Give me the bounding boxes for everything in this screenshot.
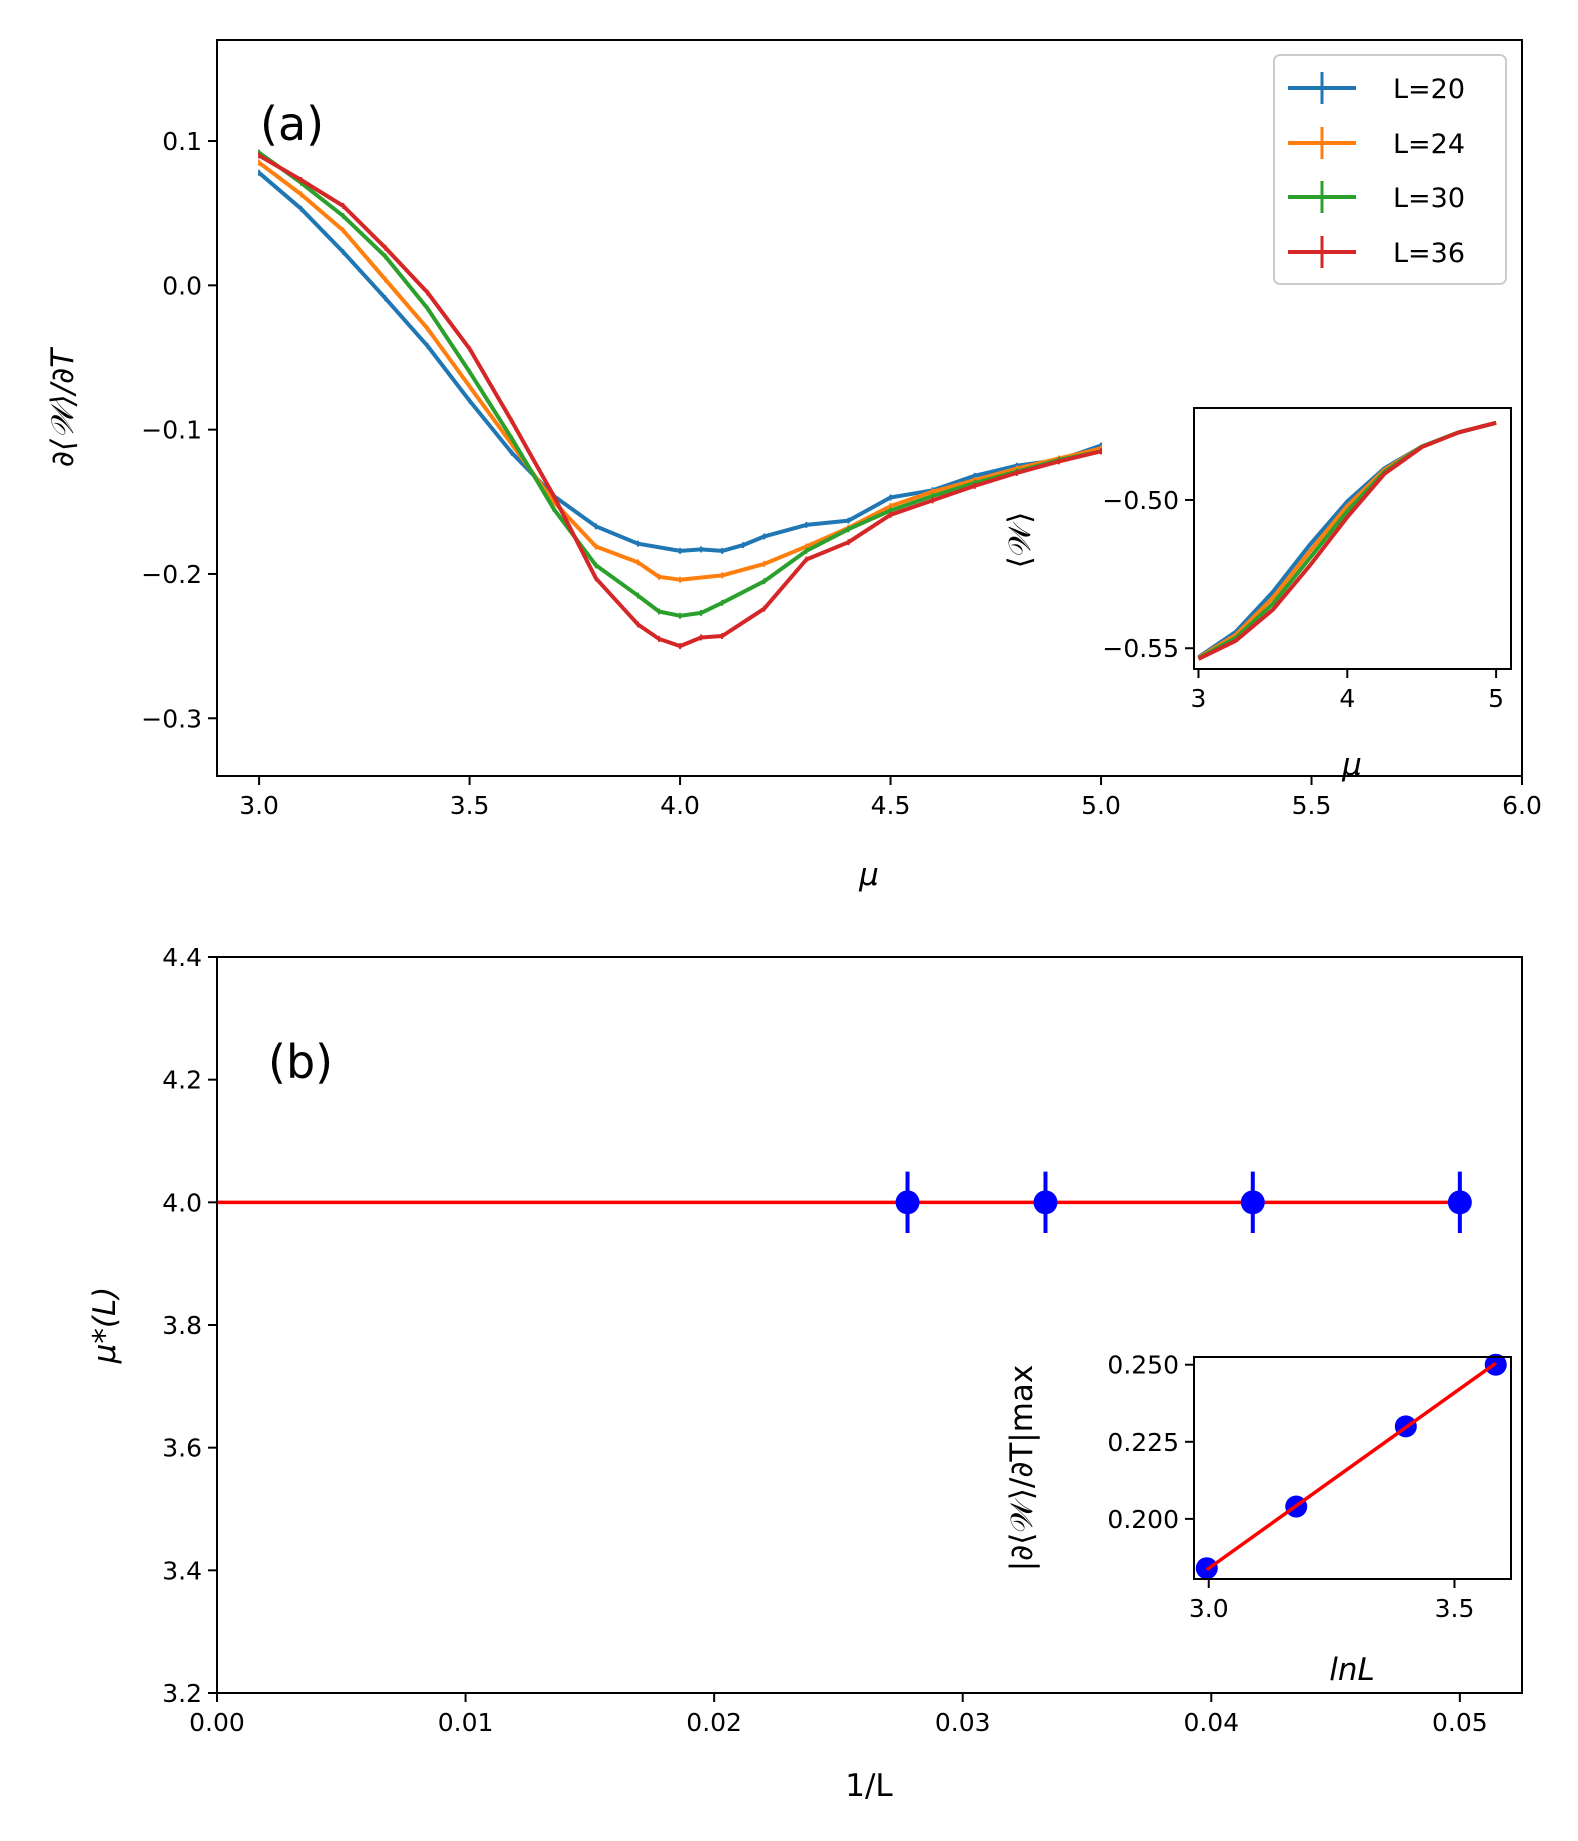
panel-b-series (217, 1171, 1472, 1233)
inset-b-x-ticks: 3.0 3.5 (1189, 1579, 1475, 1623)
panel-a-inset: 3 4 5 −0.50 −0.55 μ ⟨𝒲⟩ (1002, 395, 1520, 783)
legend-box (1273, 54, 1507, 285)
data-point-1 (1033, 1190, 1058, 1215)
legend-label-l24: L=24 (1393, 129, 1465, 160)
panel-b-x-tick-label-4: 0.04 (1183, 1708, 1239, 1737)
panel-b: 0.00 0.01 0.02 0.03 0.04 0.05 4.4 4.2 4.0 3.8 3.6… (87, 943, 1523, 1804)
panel-b-y-tick-label-6: 3.2 (162, 1679, 202, 1708)
inset-b-frame (1193, 1356, 1512, 1580)
panel-a-x-tick-label-1: 3.5 (450, 791, 490, 820)
inset-a-x-axis-label: μ (1341, 747, 1362, 783)
panel-a-x-tick-label-5: 5.5 (1292, 791, 1332, 820)
series-line-l20 (257, 171, 1102, 553)
panel-a-x-tick-label-0: 3.0 (239, 791, 279, 820)
panel-b-y-tick-label-2: 4.0 (162, 1188, 202, 1217)
inset-fit-line (1205, 1361, 1497, 1572)
inset-b-y-tick-label-1: 0.225 (1107, 1428, 1179, 1457)
inset-a-x-ticks: 3 4 5 (1191, 669, 1504, 713)
inset-a-x-tick-label-1: 4 (1339, 684, 1355, 713)
panel-a-label: (a) (260, 97, 324, 151)
data-point-2 (1240, 1190, 1265, 1215)
panel-b-x-tick-label-0: 0.00 (189, 1708, 245, 1737)
inset-b-y-tick-label-2: 0.200 (1107, 1505, 1179, 1534)
panel-b-x-tick-label-5: 0.05 (1432, 1708, 1488, 1737)
panel-a-y-ticks: 0.1 0.0 −0.1 −0.2 −0.3 (141, 127, 217, 733)
inset-b-x-tick-label-0: 3.0 (1189, 1594, 1229, 1623)
panel-b-label: (b) (268, 1035, 333, 1089)
legend-entry-l24: L=24 (1288, 127, 1465, 160)
panel-a-frame (216, 39, 1523, 777)
panel-a-y-tick-label-3: −0.2 (141, 560, 202, 589)
legend-entry-l36: L=36 (1288, 236, 1465, 269)
panel-a-y-tick-label-4: −0.3 (141, 704, 202, 733)
panel-b-y-tick-label-3: 3.8 (162, 1311, 202, 1340)
inset-series-line-l36 (1197, 420, 1497, 661)
panel-b-x-ticks: 0.00 0.01 0.02 0.03 0.04 0.05 (189, 1693, 1488, 1737)
panel-a-y-axis-label: ∂⟨𝒲⟩/∂T (45, 347, 81, 467)
inset-b-background (1000, 1330, 1520, 1690)
series-line-l24 (257, 161, 1102, 582)
data-point-3 (1447, 1190, 1472, 1215)
panel-b-x-tick-label-3: 0.03 (935, 1708, 991, 1737)
panel-b-y-tick-label-0: 4.4 (162, 943, 202, 972)
panel-a-x-tick-label-3: 4.5 (871, 791, 911, 820)
panel-a: 3.0 3.5 4.0 4.5 5.0 5.5 6.0 0.1 0.0 −0.1 −0.2 −0.3… (45, 39, 1542, 893)
inset-b-y-axis-label: |∂⟨𝒲⟩/∂T|max (1004, 1365, 1040, 1572)
inset-a-x-tick-label-0: 3 (1191, 684, 1207, 713)
inset-a-y-tick-label-1: −0.55 (1102, 634, 1179, 663)
legend-label-l20: L=20 (1393, 74, 1465, 105)
panel-b-y-tick-label-1: 4.2 (162, 1066, 202, 1095)
panel-b-x-tick-label-2: 0.02 (686, 1708, 742, 1737)
panel-a-x-axis-label: μ (858, 857, 879, 893)
inset-b-series (1195, 1353, 1507, 1580)
panel-a-y-tick-label-1: 0.0 (162, 271, 202, 300)
panel-b-y-tick-label-4: 3.6 (162, 1434, 202, 1463)
panel-a-x-tick-label-4: 5.0 (1081, 791, 1121, 820)
panel-b-inset: 3.0 3.5 0.250 0.225 0.200 lnL |∂⟨𝒲⟩/∂T|max (1000, 1330, 1520, 1690)
legend-entry-l30: L=30 (1288, 181, 1465, 214)
inset-a-frame (1193, 407, 1512, 670)
inset-a-y-ticks: −0.50 −0.55 (1102, 486, 1194, 663)
inset-a-y-axis-label: ⟨𝒲⟩ (1002, 512, 1038, 569)
legend-label-l36: L=36 (1393, 238, 1465, 269)
panel-b-y-ticks: 4.4 4.2 4.0 3.8 3.6 3.4 3.2 (162, 943, 217, 1708)
inset-a-series (1197, 420, 1497, 661)
inset-b-x-axis-label: lnL (1329, 1652, 1375, 1688)
panel-a-y-tick-label-0: 0.1 (162, 127, 202, 156)
data-point-0 (895, 1190, 920, 1215)
inset-b-x-tick-label-1: 3.5 (1435, 1594, 1475, 1623)
panel-b-y-tick-label-5: 3.4 (162, 1556, 202, 1585)
inset-a-background (1110, 395, 1520, 775)
panel-b-x-axis-label: 1/L (845, 1768, 893, 1804)
panel-a-x-tick-label-6: 6.0 (1502, 791, 1542, 820)
series-line-l30 (257, 150, 1102, 618)
inset-b-y-tick-label-0: 0.250 (1107, 1351, 1179, 1380)
inset-a-y-tick-label-0: −0.50 (1102, 486, 1179, 515)
series-line-l36 (258, 153, 1102, 649)
legend-label-l30: L=30 (1393, 183, 1465, 214)
legend-entry-l20: L=20 (1288, 72, 1465, 105)
panel-a-y-tick-label-2: −0.1 (141, 416, 202, 445)
inset-a-x-tick-label-2: 5 (1488, 684, 1504, 713)
panel-a-legend: L=20 L=24 L=30 L=36 (1273, 54, 1507, 285)
panel-b-y-axis-label: μ*(L) (87, 1287, 123, 1365)
panel-a-x-ticks: 3.0 3.5 4.0 4.5 5.0 5.5 6.0 (239, 776, 1542, 820)
inset-b-y-ticks: 0.250 0.225 0.200 (1107, 1351, 1194, 1534)
panel-b-x-tick-label-1: 0.01 (438, 1708, 494, 1737)
panel-a-x-tick-label-2: 4.0 (660, 791, 700, 820)
panel-a-series (257, 149, 1103, 650)
